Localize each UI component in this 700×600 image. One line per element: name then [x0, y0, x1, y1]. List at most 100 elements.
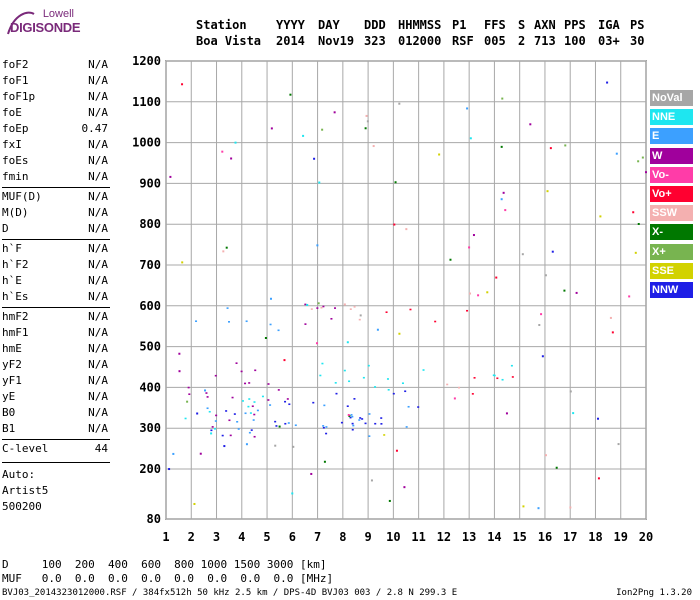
header-label: Station: [196, 18, 247, 32]
data-point: [316, 307, 319, 309]
legend-item: X+: [650, 243, 693, 260]
param-name: foF1: [2, 74, 29, 87]
data-point: [374, 386, 377, 388]
data-point: [178, 352, 181, 355]
data-point: [347, 413, 350, 416]
data-point: [569, 506, 572, 509]
data-point: [316, 244, 319, 247]
data-point: [628, 295, 631, 298]
data-point: [211, 426, 214, 428]
data-point: [168, 468, 171, 471]
data-point: [333, 111, 336, 114]
data-point: [405, 426, 408, 428]
param-value: N/A: [88, 242, 108, 255]
lowell-digisonde-logo: Lowell DIGISONDE: [6, 8, 81, 36]
data-point: [206, 396, 209, 398]
data-point: [364, 422, 367, 425]
data-point: [321, 128, 324, 131]
data-point: [214, 420, 217, 422]
data-point: [392, 392, 395, 395]
data-point: [511, 376, 514, 378]
data-point: [289, 93, 292, 96]
data-point: [597, 477, 600, 480]
header-value: Boa Vista: [196, 34, 262, 48]
data-point: [236, 420, 239, 423]
data-point: [529, 123, 532, 126]
data-point: [468, 246, 471, 249]
data-point: [228, 419, 231, 422]
y-tick-label: 900: [139, 176, 161, 190]
data-point: [386, 378, 389, 380]
param-row: hmE N/A: [2, 342, 108, 356]
y-tick-label: 500: [139, 340, 161, 354]
data-point: [409, 308, 412, 311]
data-point: [330, 317, 333, 320]
data-point: [213, 428, 216, 430]
data-point: [181, 83, 184, 86]
param-row: h`F N/A: [2, 242, 108, 256]
data-point: [278, 425, 281, 428]
param-value: N/A: [88, 390, 108, 403]
param-row: yF2 N/A: [2, 358, 108, 372]
data-point: [401, 382, 404, 385]
data-point: [407, 405, 410, 408]
data-point: [231, 396, 234, 399]
param-row: h`E N/A: [2, 274, 108, 288]
param-separator: [2, 462, 110, 463]
data-point: [637, 223, 640, 226]
data-point: [322, 305, 325, 308]
y-tick-label: 800: [139, 217, 161, 231]
data-point: [365, 114, 368, 117]
data-point: [205, 392, 208, 394]
data-point: [184, 417, 187, 420]
header-value: 012000: [398, 34, 442, 48]
data-point: [546, 190, 549, 193]
data-point: [323, 404, 326, 407]
data-point: [353, 306, 356, 308]
data-point: [244, 412, 247, 415]
legend-item: SSW: [650, 205, 693, 222]
data-point: [206, 407, 209, 410]
param-value: N/A: [88, 374, 108, 387]
param-row: D N/A: [2, 222, 108, 236]
param-name: h`Es: [2, 290, 29, 303]
header-value: Nov19: [318, 34, 355, 48]
data-point: [248, 382, 251, 384]
x-tick-label: 11: [411, 530, 425, 544]
header-value: 100: [564, 34, 586, 48]
data-point: [422, 369, 425, 371]
data-point: [346, 341, 349, 344]
data-point: [446, 383, 449, 386]
param-value: 44: [94, 442, 108, 455]
data-point: [284, 400, 287, 403]
param-separator: [2, 307, 110, 308]
data-point: [193, 502, 196, 505]
param-name: D: [2, 222, 9, 235]
param-value: N/A: [88, 310, 108, 323]
y-tick-label: 1200: [132, 54, 161, 68]
param-row: h`F2 N/A: [2, 258, 108, 272]
data-point: [469, 292, 472, 295]
data-point: [267, 399, 270, 401]
data-point: [312, 401, 315, 404]
data-point: [471, 393, 474, 395]
data-point: [277, 389, 280, 391]
legend-item: NoVal: [650, 90, 693, 106]
data-point: [249, 412, 252, 414]
legend-item: W: [650, 147, 693, 164]
data-point: [294, 424, 297, 427]
data-point: [283, 359, 286, 362]
param-row: B0 N/A: [2, 406, 108, 420]
data-point: [252, 419, 255, 421]
data-point: [291, 492, 294, 495]
param-value: N/A: [88, 170, 108, 183]
autoscaler-line: Auto:: [2, 468, 36, 481]
param-name: yF1: [2, 374, 22, 387]
data-point: [186, 400, 189, 403]
x-tick-label: 12: [437, 530, 451, 544]
data-point: [569, 390, 572, 393]
data-point: [253, 401, 256, 403]
data-point: [235, 362, 238, 364]
param-name: fmin: [2, 170, 29, 183]
